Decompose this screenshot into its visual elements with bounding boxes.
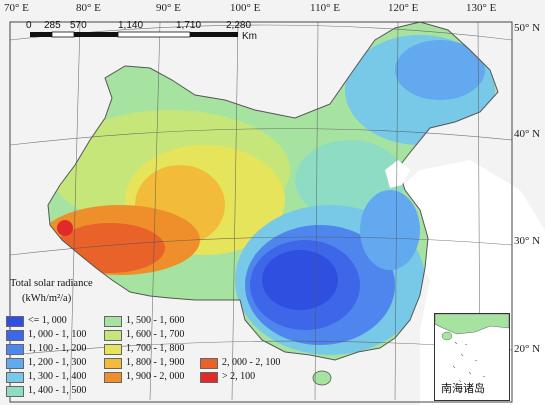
lon-label-90: 90° E <box>156 2 181 14</box>
lon-label-130: 130° E <box>466 2 497 14</box>
scale-tick-2280: 2,280 <box>226 20 252 31</box>
legend-label: 1, 400 - 1, 500 <box>28 385 87 396</box>
scale-tick-285: 285 <box>44 20 61 31</box>
legend-label: 1, 600 - 1, 700 <box>126 329 185 340</box>
legend-swatch <box>6 358 24 369</box>
legend-swatch <box>104 316 122 327</box>
legend: Total solar radiance (kWh/m²/a) <= 1, 00… <box>4 278 294 401</box>
map-frame <box>9 21 513 403</box>
legend-title: Total solar radiance <box>10 278 93 289</box>
legend-swatch <box>6 316 24 327</box>
legend-swatch <box>200 358 218 369</box>
lat-label-50: 50° N <box>514 22 541 34</box>
lon-label-70: 70° E <box>4 2 29 14</box>
legend-unit: (kWh/m²/a) <box>22 293 72 304</box>
bohai-sea <box>385 160 410 188</box>
lat-label-30: 30° N <box>514 235 541 247</box>
scale-tick-1710: 1,710 <box>176 20 202 31</box>
inset-label: 南海诸岛 <box>441 382 485 395</box>
legend-label: 1, 500 - 1, 600 <box>126 315 185 326</box>
lat-label-40: 40° N <box>514 128 541 140</box>
legend-label: 1, 900 - 2, 000 <box>126 371 185 382</box>
scale-tick-1140: 1,140 <box>118 20 144 31</box>
legend-swatch <box>200 372 218 383</box>
legend-label: 1, 800 - 1, 900 <box>126 357 185 368</box>
lon-label-80: 80° E <box>76 2 101 14</box>
legend-label: <= 1, 000 <box>28 315 67 326</box>
legend-label: 1, 100 - 1, 200 <box>28 343 87 354</box>
legend-label: 1, 200 - 1, 300 <box>28 357 87 368</box>
lon-label-100: 100° E <box>230 2 261 14</box>
scale-tick-570: 570 <box>70 20 87 31</box>
radiation-field <box>48 22 498 360</box>
inset-map <box>435 314 509 383</box>
legend-swatch <box>6 344 24 355</box>
legend-label: 1, 700 - 1, 800 <box>126 343 185 354</box>
lon-label-120: 120° E <box>388 2 419 14</box>
legend-swatch <box>6 372 24 383</box>
legend-swatch <box>104 330 122 341</box>
scale-unit: Km <box>242 31 257 42</box>
legend-label: 1, 000 - 1, 100 <box>28 329 87 340</box>
lon-label-110: 110° E <box>310 2 340 14</box>
scale-bar <box>30 31 238 38</box>
legend-swatch <box>104 372 122 383</box>
country-border <box>47 21 499 361</box>
hainan-island <box>312 370 332 386</box>
scale-tick-0: 0 <box>26 20 32 31</box>
legend-label: 2, 000 - 2, 100 <box>222 357 281 368</box>
legend-swatch <box>6 330 24 341</box>
lat-label-20: 20° N <box>514 343 541 355</box>
south-china-sea-inset: 南海诸岛 <box>434 313 510 401</box>
legend-swatch <box>6 386 24 397</box>
legend-label: > 2, 100 <box>222 371 256 382</box>
legend-label: 1, 300 - 1, 400 <box>28 371 87 382</box>
legend-swatch <box>104 344 122 355</box>
legend-swatch <box>104 358 122 369</box>
